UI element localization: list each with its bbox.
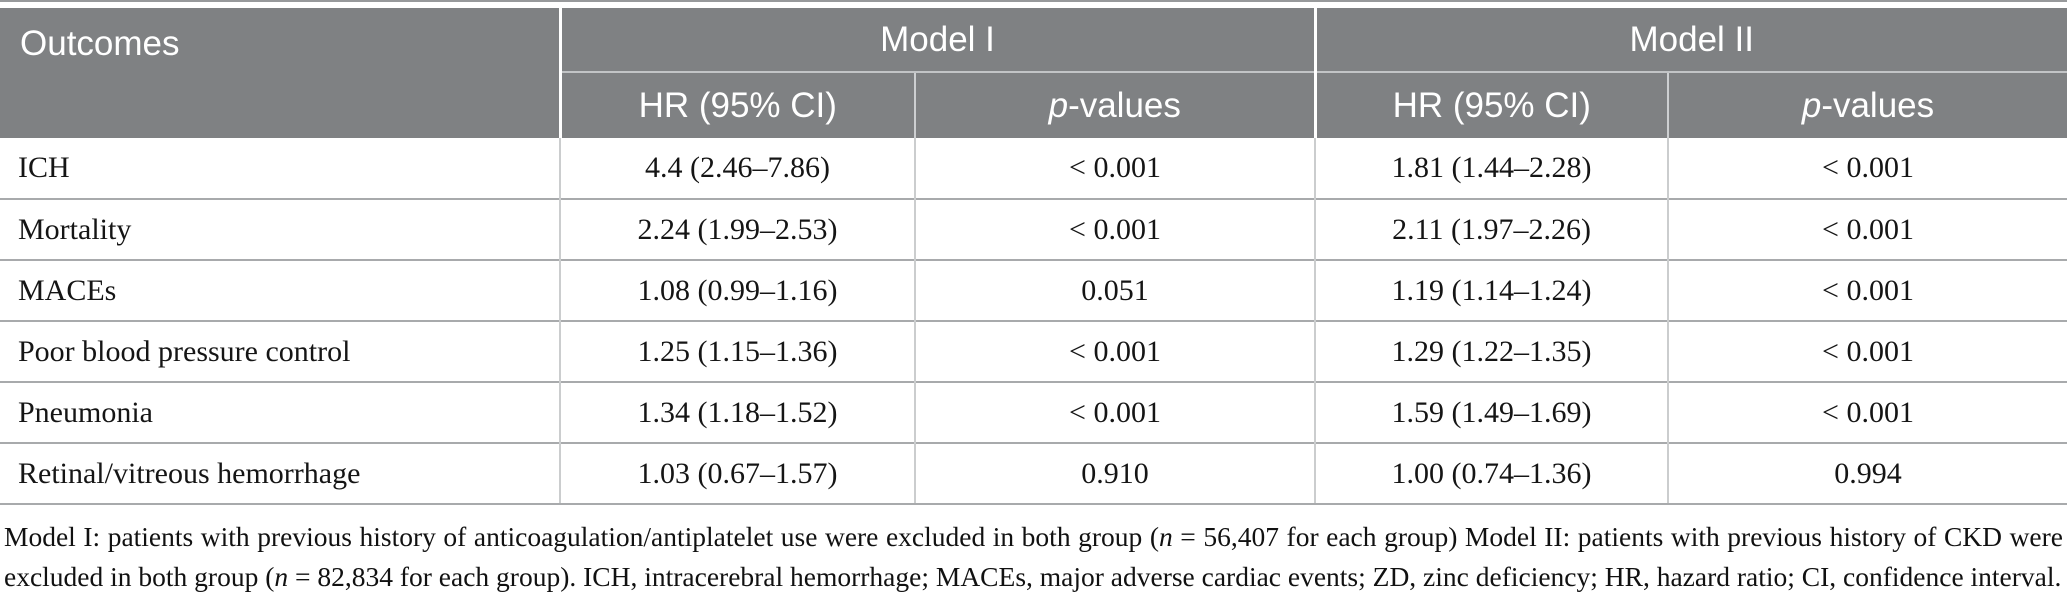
model1-hr-cell: 1.08 (0.99–1.16) — [560, 259, 916, 321]
model1-p-cell: < 0.001 — [915, 138, 1316, 199]
header-outcomes: Outcomes — [0, 8, 562, 138]
header-model2-pvalues: p-values — [1668, 72, 2067, 138]
model1-hr-cell: 2.24 (1.99–2.53) — [560, 198, 916, 260]
model2-hr-cell: 2.11 (1.97–2.26) — [1315, 198, 1669, 260]
outcome-cell: Pneumonia — [0, 381, 561, 443]
model2-hr-cell: 1.81 (1.44–2.28) — [1315, 138, 1669, 199]
model2-hr-cell: 1.00 (0.74–1.36) — [1315, 442, 1669, 505]
table-row: Retinal/vitreous hemorrhage 1.03 (0.67–1… — [0, 442, 2067, 505]
model2-hr-cell: 1.59 (1.49–1.69) — [1315, 381, 1669, 443]
footnote-text: = 82,834 for each group). ICH, intracere… — [288, 561, 2062, 592]
table-top-rule — [0, 0, 2067, 2]
model1-hr-cell: 1.03 (0.67–1.57) — [560, 442, 916, 505]
header-model1-pvalues: p-values — [915, 72, 1317, 138]
model2-p-cell: < 0.001 — [1668, 381, 2067, 443]
table-row: Mortality 2.24 (1.99–2.53) < 0.001 2.11 … — [0, 198, 2067, 260]
header-model-1: Model I — [560, 8, 1317, 73]
p-rest: -values — [1821, 85, 1935, 125]
model2-p-cell: < 0.001 — [1668, 259, 2067, 321]
model2-p-cell: 0.994 — [1668, 442, 2067, 505]
model2-hr-cell: 1.29 (1.22–1.35) — [1315, 320, 1669, 382]
header-model1-hr: HR (95% CI) — [560, 72, 916, 138]
footnote-n-italic: n — [274, 561, 289, 592]
outcome-cell: Mortality — [0, 198, 561, 260]
outcome-cell: Poor blood pressure control — [0, 320, 561, 382]
model2-p-cell: < 0.001 — [1668, 320, 2067, 382]
header-model-2: Model II — [1315, 8, 2067, 73]
outcome-cell: ICH — [0, 138, 561, 199]
model1-p-cell: 0.051 — [915, 259, 1316, 321]
model1-p-cell: < 0.001 — [915, 320, 1316, 382]
table-row: Poor blood pressure control 1.25 (1.15–1… — [0, 320, 2067, 382]
outcome-cell: MACEs — [0, 259, 561, 321]
table-footnote: Model I: patients with previous history … — [0, 517, 2067, 597]
model2-hr-cell: 1.19 (1.14–1.24) — [1315, 259, 1669, 321]
model1-hr-cell: 1.25 (1.15–1.36) — [560, 320, 916, 382]
model1-p-cell: 0.910 — [915, 442, 1316, 505]
model1-hr-cell: 1.34 (1.18–1.52) — [560, 381, 916, 443]
footnote-text: Model I: patients with previous history … — [4, 521, 1159, 552]
header-row-groups: Outcomes Model I Model II — [0, 8, 2067, 138]
footnote-n-italic: n — [1159, 521, 1173, 552]
model1-p-cell: < 0.001 — [915, 381, 1316, 443]
model2-p-cell: < 0.001 — [1668, 198, 2067, 260]
p-italic: p — [1801, 85, 1822, 125]
table-row: Pneumonia 1.34 (1.18–1.52) < 0.001 1.59 … — [0, 381, 2067, 443]
header-row-measures: HR (95% CI) p-values HR (95% CI) p-value… — [0, 72, 2067, 138]
table-row: MACEs 1.08 (0.99–1.16) 0.051 1.19 (1.14–… — [0, 259, 2067, 321]
outcome-cell: Retinal/vitreous hemorrhage — [0, 442, 561, 505]
table-body: ICH 4.4 (2.46–7.86) < 0.001 1.81 (1.44–2… — [0, 138, 2067, 505]
model1-p-cell: < 0.001 — [915, 198, 1316, 260]
model2-p-cell: < 0.001 — [1668, 138, 2067, 199]
footnote-text: = 56,407 for each group) Model II: patie… — [4, 521, 2064, 592]
results-table: Outcomes Model I Model II HR (95% CI) p-… — [0, 8, 2067, 505]
model1-hr-cell: 4.4 (2.46–7.86) — [560, 138, 916, 199]
table-row: ICH 4.4 (2.46–7.86) < 0.001 1.81 (1.44–2… — [0, 138, 2067, 199]
table-header: Outcomes Model I Model II HR (95% CI) p-… — [0, 8, 2067, 138]
p-italic: p — [1048, 85, 1069, 125]
header-model2-hr: HR (95% CI) — [1315, 72, 1669, 138]
p-rest: -values — [1068, 85, 1181, 125]
